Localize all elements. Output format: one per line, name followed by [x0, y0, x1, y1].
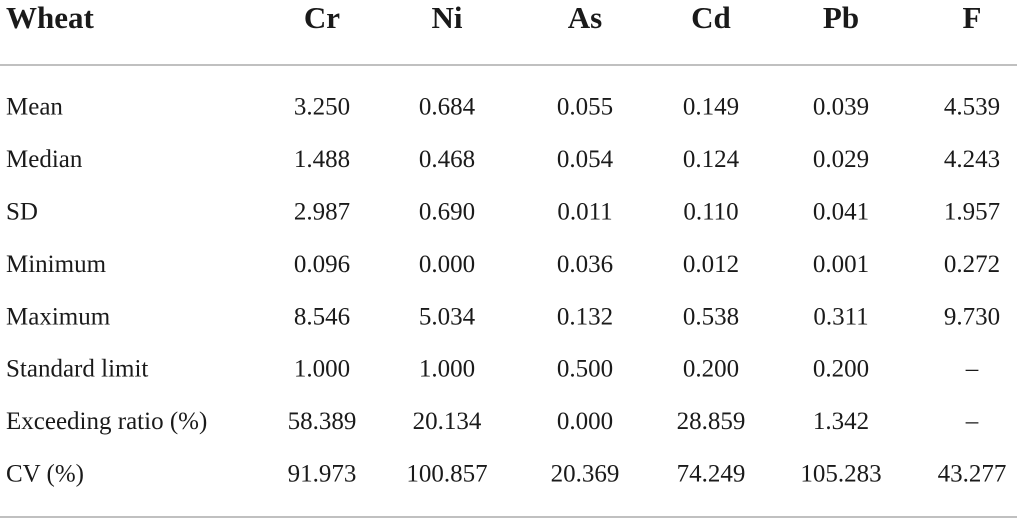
row-label: SD	[6, 199, 38, 226]
cell: 58.389	[288, 408, 357, 435]
cell: 0.055	[557, 94, 613, 121]
cell: 4.243	[944, 146, 1000, 173]
row-label: Mean	[6, 94, 63, 121]
cell: 3.250	[294, 94, 350, 121]
cell: 0.200	[813, 356, 869, 383]
header-cell: Cd	[691, 0, 731, 35]
cell: 0.096	[294, 251, 350, 278]
header-cell: Cr	[304, 0, 340, 35]
cell: 1.957	[944, 199, 1000, 226]
cell: 5.034	[419, 303, 476, 330]
cell: 1.342	[813, 408, 869, 435]
cell: 0.000	[419, 251, 475, 278]
cell: 0.149	[683, 94, 739, 121]
cell: 0.311	[813, 303, 868, 330]
cell: 105.283	[800, 461, 881, 488]
cell: 0.000	[557, 408, 613, 435]
row-label: Median	[6, 146, 83, 173]
cell: 100.857	[406, 461, 487, 488]
row-label: Standard limit	[6, 356, 148, 383]
cell: 0.001	[813, 251, 869, 278]
cell: 0.132	[557, 303, 613, 330]
cell: 9.730	[944, 303, 1000, 330]
cell: 0.041	[813, 199, 869, 226]
cell: 0.684	[419, 94, 476, 121]
header-cell: Pb	[823, 0, 859, 35]
header-cell: As	[568, 0, 602, 35]
cell: 1.000	[294, 356, 350, 383]
cell: 91.973	[288, 461, 357, 488]
cell: 0.029	[813, 146, 869, 173]
header-cell: F	[963, 0, 982, 35]
row-label: Maximum	[6, 303, 111, 330]
cell: 0.110	[683, 199, 738, 226]
cell: –	[965, 356, 979, 383]
cell: 0.538	[683, 303, 739, 330]
cell: 0.124	[683, 146, 740, 173]
cell: 8.546	[294, 303, 350, 330]
row-label: Minimum	[6, 251, 107, 278]
cell: 0.272	[944, 251, 1000, 278]
row-label: CV (%)	[6, 461, 84, 488]
cell: 1.000	[419, 356, 475, 383]
cell: 0.012	[683, 251, 739, 278]
cell: 20.369	[551, 461, 620, 488]
cell: 1.488	[294, 146, 350, 173]
cell: 4.539	[944, 94, 1000, 121]
row-label: Exceeding ratio (%)	[6, 408, 207, 435]
cell: 0.039	[813, 94, 869, 121]
header-cell: Ni	[432, 0, 463, 35]
cell: –	[965, 408, 979, 435]
cell: 0.054	[557, 146, 614, 173]
cell: 0.036	[557, 251, 613, 278]
cell: 0.468	[419, 146, 475, 173]
cell: 0.690	[419, 199, 475, 226]
cell: 2.987	[294, 199, 350, 226]
header-cell: Wheat	[6, 0, 95, 35]
cell: 28.859	[677, 408, 746, 435]
cell: 0.500	[557, 356, 613, 383]
cell: 0.200	[683, 356, 739, 383]
cell: 20.134	[413, 408, 482, 435]
cell: 74.249	[677, 461, 746, 488]
cell: 0.011	[557, 199, 612, 226]
cell: 43.277	[938, 461, 1007, 488]
